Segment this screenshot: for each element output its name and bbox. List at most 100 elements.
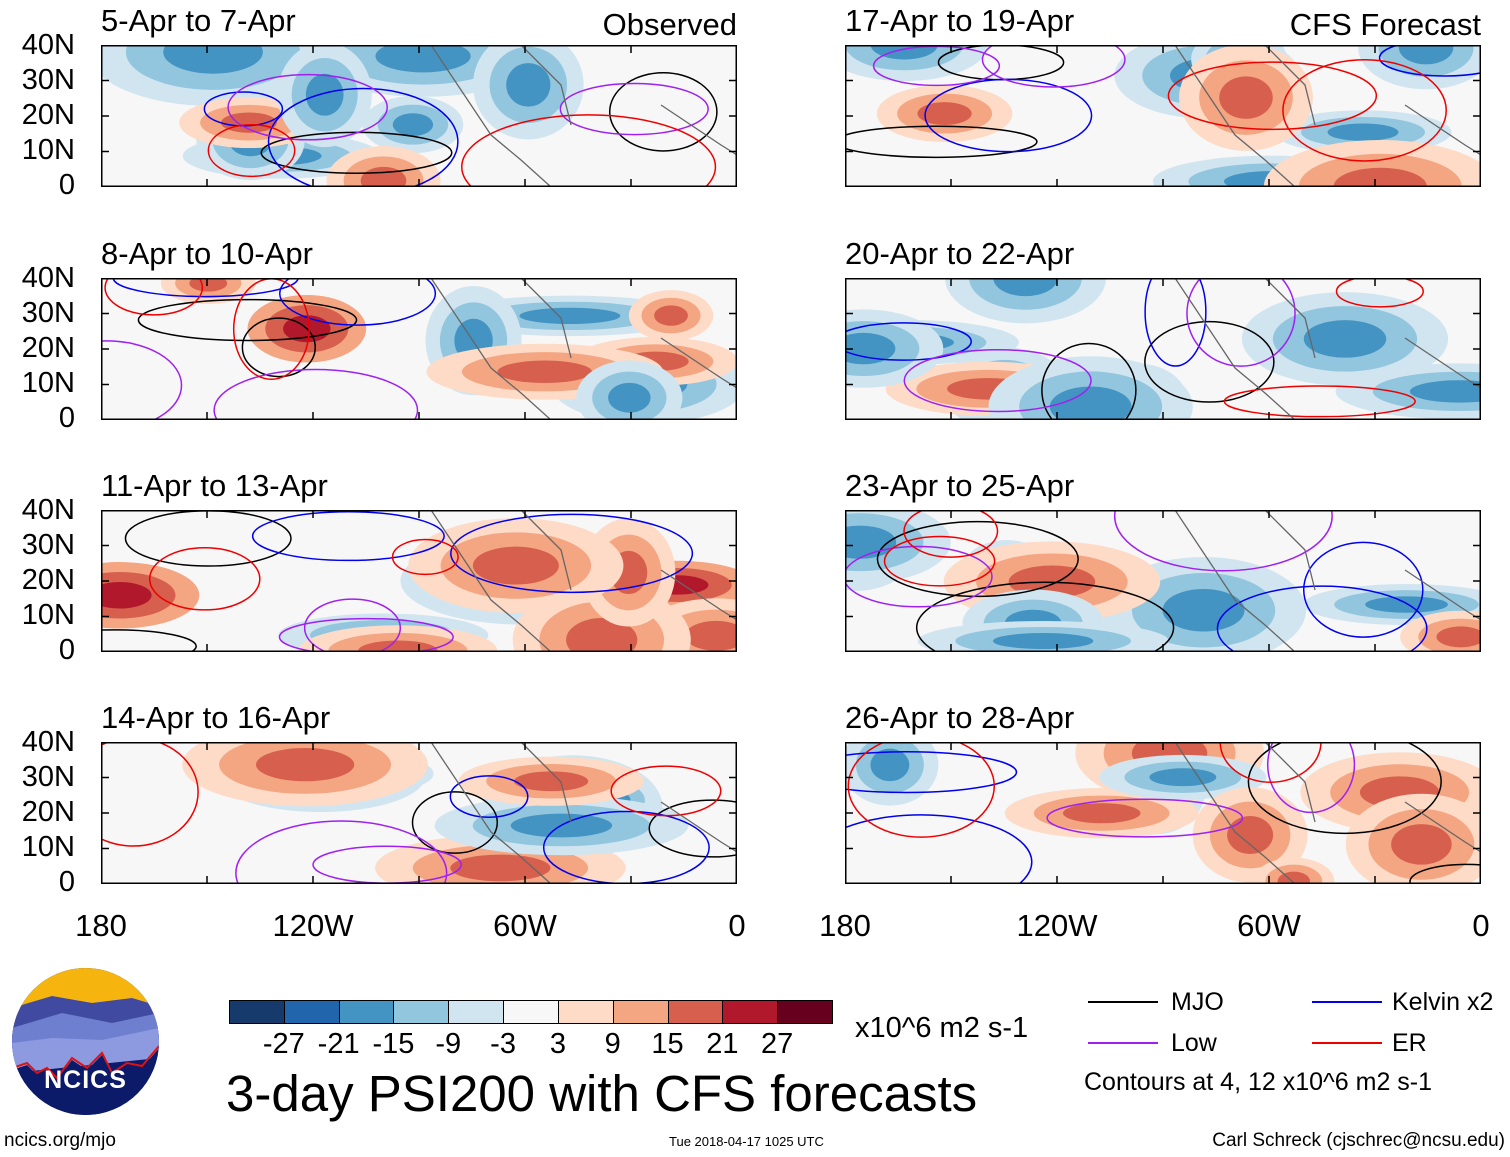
colorbar-swatch [777,1000,833,1024]
positive-anomaly [1227,815,1274,855]
lon-label: 60W [493,908,557,943]
lon-label: 0 [1472,908,1490,943]
colorbar-swatch [393,1000,450,1024]
map-panel [845,278,1481,420]
lat-label: 40N [21,726,75,758]
map-field [101,742,737,884]
colorbar-label: 9 [604,1028,621,1060]
coastline [430,278,737,420]
low-contour [101,340,183,420]
low-contour [559,82,709,136]
colorbar-label: 15 [651,1028,684,1060]
colorbar-swatch [503,1000,559,1024]
negative-anomaly [305,73,344,116]
figure-title: 3-day PSI200 with CFS forecasts [226,1065,978,1122]
positive-anomaly [654,305,688,326]
legend-line-mjo [1088,1001,1158,1003]
colorbar-swatch [557,1000,614,1024]
lat-label: 0 [58,169,75,201]
map-field [101,278,737,420]
negative-anomaly [870,748,910,782]
low-contour [227,73,388,141]
low-contour [303,598,402,652]
panel-title: 14-Apr to 16-Apr [101,700,331,735]
lat-label: 10N [21,831,75,863]
lat-label: 20N [21,796,75,828]
timestamp: Tue 2018-04-17 1025 UTC [669,1134,824,1149]
coastline [430,510,737,652]
ncics-logo: NCICS [12,968,159,1115]
positive-anomaly [1062,803,1141,824]
colorbar-label: -9 [435,1028,462,1060]
lat-label: 10N [21,367,75,399]
mjo-contour [876,520,1079,598]
map-field [845,742,1481,884]
map-field [101,45,737,187]
er-contour [104,278,204,316]
colorbar-swatch [667,1000,724,1024]
negative-anomaly [845,332,896,365]
colorbar-swatch [338,1000,395,1024]
low-contour [981,45,1126,88]
lat-label: 20N [21,564,75,596]
mjo-contour [1247,742,1442,835]
panel-source-label: Observed [602,7,737,42]
kelvin-contour [450,513,694,594]
lat-label: 20N [21,99,75,131]
legend-label-low: Low [1171,1029,1217,1057]
map-field [845,45,1481,187]
colorbar-label: -21 [317,1028,360,1060]
negative-anomaly [1162,588,1245,632]
author-credit: Carl Schreck (cjschrec@ncsu.edu) [1212,1130,1505,1151]
er-contour [903,510,999,558]
positive-anomaly [566,618,638,652]
kelvin-contour [449,775,529,818]
map-panel [845,510,1481,652]
low-contour [845,545,993,608]
colorbar-label: -15 [372,1028,415,1060]
map-field [845,510,1481,652]
er-contour [461,114,717,187]
mjo-contour [608,71,718,152]
colorbar-units: x10^6 m2 s-1 [855,1012,1029,1044]
lat-label: 30N [21,64,75,96]
panel-title: 17-Apr to 19-Apr [845,3,1075,38]
low-contour [1113,510,1333,572]
positive-anomaly [1436,626,1481,648]
er-contour [847,742,995,838]
site-link[interactable]: ncics.org/mjo [4,1130,116,1151]
positive-anomaly [1333,167,1427,187]
coastline [430,742,737,884]
low-contour [235,820,448,884]
lat-label: 0 [58,402,75,434]
negative-anomaly [992,632,1094,650]
positive-anomaly [514,771,589,792]
kelvin-contour [845,322,972,361]
kelvin-contour [1216,585,1428,652]
lat-label: 40N [21,29,75,61]
lat-label: 30N [21,297,75,329]
panel-title: 20-Apr to 22-Apr [845,236,1075,271]
negative-anomaly [375,45,471,73]
low-contour [1266,742,1356,814]
positive-anomaly [1277,871,1311,884]
negative-anomaly [1398,45,1454,65]
negative-anomaly [392,113,434,137]
kelvin-contour [1144,278,1207,367]
er-contour [1167,61,1378,131]
lon-label: 0 [728,908,746,943]
positive-anomaly [101,581,152,609]
negative-anomaly [608,382,651,413]
lat-label: 0 [58,634,75,666]
legend-note: Contours at 4, 12 x10^6 m2 s-1 [1084,1068,1433,1096]
positive-anomaly [255,747,355,782]
er-contour [883,535,996,587]
er-contour [148,547,261,611]
panel-title: 26-Apr to 28-Apr [845,700,1075,735]
positive-anomaly [472,546,559,585]
lat-label: 20N [21,332,75,364]
kelvin-contour [845,751,1018,794]
legend-line-er [1312,1042,1382,1044]
map-panel [101,45,737,187]
coastline [1174,510,1481,652]
